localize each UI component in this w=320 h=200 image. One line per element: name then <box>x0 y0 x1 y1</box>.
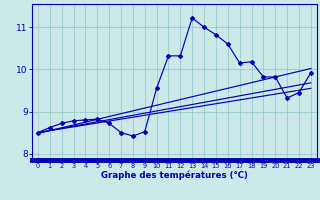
X-axis label: Graphe des températures (°C): Graphe des températures (°C) <box>101 171 248 180</box>
